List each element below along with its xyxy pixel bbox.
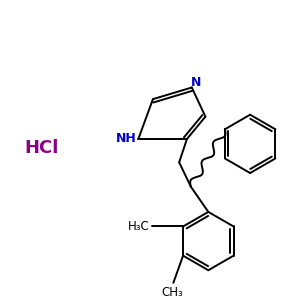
Text: N: N (190, 76, 201, 89)
Text: NH: NH (116, 131, 137, 145)
Text: HCl: HCl (24, 139, 58, 157)
Text: CH₃: CH₃ (161, 286, 183, 299)
Text: H₃C: H₃C (128, 220, 150, 233)
